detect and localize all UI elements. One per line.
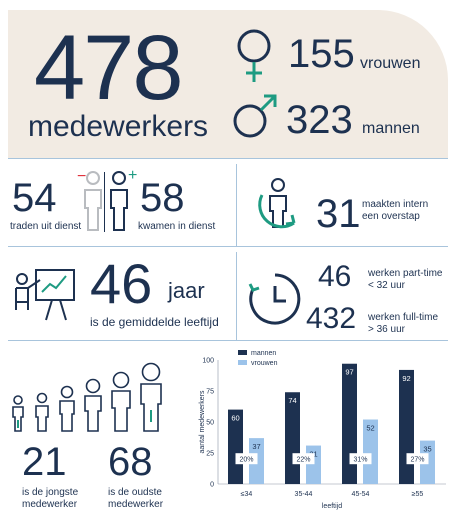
legend-swatch-vrouwen: [238, 360, 247, 365]
youngest-label-1: is de jongste: [22, 487, 79, 498]
average-age: 46: [90, 252, 153, 315]
women-label: vrouwen: [360, 55, 421, 72]
average-age-label: is de gemiddelde leeftijd: [90, 315, 219, 329]
legend-label-mannen: mannen: [251, 350, 276, 357]
total-employees-label: medewerkers: [28, 110, 209, 143]
oldest-label-2: medewerker: [108, 499, 164, 510]
internal-transfer-label-2: een overstap: [362, 211, 420, 222]
joined-service-label: kwamen in dienst: [138, 221, 216, 232]
clock-icon: [248, 273, 301, 325]
divider: [8, 246, 448, 247]
oldest-age: 68: [108, 440, 153, 484]
y-axis-label: aantal medewerkers: [199, 390, 206, 454]
full-time-label-2: > 36 uur: [368, 324, 405, 335]
y-tick-label: 75: [206, 389, 214, 396]
bar-mannen-2: [342, 363, 357, 484]
bar-mannen-0: [228, 409, 243, 484]
bar-value-label: 52: [366, 424, 374, 433]
bar-vrouwen-2: [363, 419, 378, 484]
age-distribution-chart: 0 25 50 75 100 aantal medewerkers leeftijd mann…: [199, 350, 446, 510]
minus-sign: −: [77, 168, 87, 185]
bar-value-label: 74: [288, 396, 296, 405]
bar-value-label: 37: [252, 442, 260, 451]
youngest-age: 21: [22, 440, 67, 484]
pct-box: [235, 453, 258, 465]
pct-label: 20%: [239, 457, 253, 464]
y-tick-label: 0: [210, 482, 214, 489]
male-icon: [233, 94, 277, 138]
pct-label: 31%: [353, 457, 367, 464]
female-icon: [237, 29, 271, 82]
plus-sign: +: [128, 167, 138, 184]
legend-swatch-mannen: [238, 350, 247, 355]
bar-value-label: 35: [423, 445, 431, 454]
joined-service-count: 58: [140, 176, 185, 220]
internal-transfer-label-1: maakten intern: [362, 199, 429, 210]
x-tick-label: 45-54: [352, 491, 370, 498]
youngest-label-2: medewerker: [22, 499, 78, 510]
pct-box: [406, 453, 429, 465]
pct-box: [292, 453, 315, 465]
pct-label: 22%: [296, 457, 310, 464]
part-time-label-2: < 32 uur: [368, 280, 405, 291]
bar-value-label: 97: [345, 368, 353, 377]
women-count: 155: [288, 32, 355, 76]
person-joining-icon: [110, 171, 128, 231]
internal-transfer-count: 31: [316, 192, 361, 236]
men-label: mannen: [362, 120, 420, 137]
left-service-label: traden uit dienst: [10, 221, 82, 232]
divider: [8, 158, 448, 159]
part-time-count: 46: [318, 260, 352, 293]
internal-transfer-icon: [258, 178, 296, 229]
bar-mannen-3: [399, 369, 414, 484]
full-time-count: 432: [306, 302, 357, 335]
oldest-label-1: is de oudste: [108, 487, 162, 498]
full-time-label-1: werken full-time: [368, 312, 439, 323]
presentation-icon: [15, 269, 75, 321]
average-age-unit: jaar: [168, 278, 205, 303]
total-employees: 478: [34, 17, 183, 119]
bar-mannen-1: [285, 392, 300, 484]
legend-label-vrouwen: vrouwen: [251, 360, 278, 367]
x-tick-label: ≤34: [241, 491, 253, 498]
bar-value-label: 92: [402, 374, 410, 383]
part-time-label-1: werken part-time: [368, 268, 443, 279]
x-tick-label: 35-44: [295, 491, 313, 498]
header-band: [8, 10, 448, 158]
divider: [236, 164, 237, 246]
men-count: 323: [286, 98, 353, 142]
x-axis-label: leeftijd: [322, 503, 342, 510]
y-tick-label: 25: [206, 451, 214, 458]
pct-label: 27%: [410, 457, 424, 464]
left-service-count: 54: [12, 176, 57, 220]
pct-box: [349, 453, 372, 465]
divider: [104, 172, 105, 232]
divider: [8, 340, 448, 341]
x-tick-label: ≥55: [412, 491, 424, 498]
y-tick-label: 50: [206, 420, 214, 427]
age-growth-icon: [12, 362, 162, 432]
bar-value-label: 60: [231, 414, 239, 423]
divider: [236, 252, 237, 340]
y-tick-label: 100: [202, 358, 214, 365]
person-leaving-icon: [84, 171, 102, 231]
